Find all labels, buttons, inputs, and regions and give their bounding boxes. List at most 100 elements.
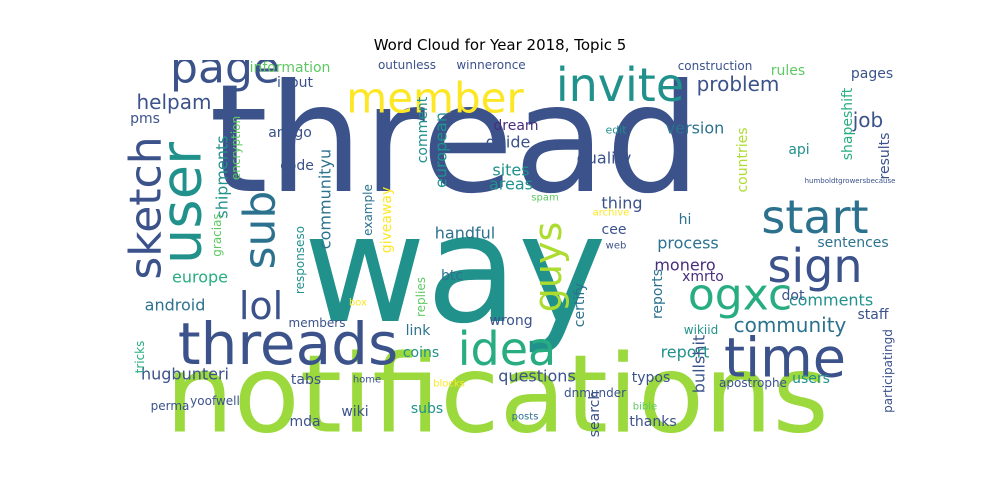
word-thing: thing xyxy=(601,194,642,213)
word-thanks: thanks xyxy=(629,414,676,430)
word-edit: edit xyxy=(605,124,627,137)
word-outunless: outunless xyxy=(378,60,436,72)
word-areas: areas xyxy=(489,175,533,194)
word-amigo: amigo xyxy=(268,125,312,141)
word-report: report xyxy=(661,343,710,362)
word-pms: pms xyxy=(130,111,160,127)
word-lol: lol xyxy=(239,284,283,328)
word-android: android xyxy=(145,296,206,315)
word-quality: quality xyxy=(577,149,632,168)
word-communityu: communityu xyxy=(316,149,335,249)
word-perma: perma xyxy=(151,399,190,413)
word-monero: monero xyxy=(654,256,715,275)
word-pages: pages xyxy=(851,66,893,82)
word-link: link xyxy=(406,323,432,339)
word-staff: staff xyxy=(857,307,888,323)
word-community: community xyxy=(734,313,847,337)
word-yoofwell: yoofwell xyxy=(190,394,240,408)
word-invite: invite xyxy=(556,60,684,112)
word-btc: btc xyxy=(441,268,463,284)
word-version: version xyxy=(666,119,725,138)
word-ogxc: ogxc xyxy=(688,270,792,321)
word-blocks: blocks xyxy=(433,379,465,390)
word-european: european xyxy=(432,112,451,188)
word-questions: questions xyxy=(498,367,575,386)
word-bible: bible xyxy=(633,402,657,413)
word-wrong: wrong xyxy=(489,313,532,329)
word-page: page xyxy=(170,60,280,94)
word-member: member xyxy=(346,74,524,123)
word-responseso: responseso xyxy=(293,226,307,294)
word-shipments: shipments xyxy=(213,135,232,218)
word-sites: sites xyxy=(492,161,529,180)
word-members: members xyxy=(289,316,346,330)
word-information: information xyxy=(250,60,331,76)
word-guide: guide xyxy=(486,133,531,152)
word-mda: mda xyxy=(289,414,320,430)
word-time: time xyxy=(724,327,846,390)
word-way: way xyxy=(303,183,606,357)
word-results: results xyxy=(877,133,893,180)
word-participatingd: participatingd xyxy=(881,329,895,413)
word-example: example xyxy=(361,184,375,236)
word-web: web xyxy=(606,241,627,252)
word-guys: guys xyxy=(526,222,570,313)
word-typos: typos xyxy=(632,370,671,386)
word-job: job xyxy=(852,108,884,132)
word-box: box xyxy=(349,298,367,309)
word-europe: europe xyxy=(172,268,228,287)
word-replies: replies xyxy=(414,277,428,317)
word-sub: sub xyxy=(235,191,286,270)
word-apostrophe: apostrophe xyxy=(719,376,787,390)
word-sign: sign xyxy=(767,239,862,293)
word-countries: countries xyxy=(735,127,751,192)
word-thread: thread xyxy=(209,60,701,227)
word-coins: coins xyxy=(403,345,439,361)
word-hugbunteri: hugbunteri xyxy=(141,365,229,384)
word-user: user xyxy=(150,141,215,264)
word-bullshit: bullshit xyxy=(690,335,709,393)
word-search: search xyxy=(587,391,603,438)
word-archive: archive xyxy=(593,208,630,219)
word-comments: comments xyxy=(789,291,873,310)
word-xmrto: xmrto xyxy=(682,269,724,285)
word-start: start xyxy=(761,190,868,244)
word-idea: idea xyxy=(458,322,556,376)
word-giveaway: giveaway xyxy=(379,187,395,254)
word-cee: cee xyxy=(602,222,627,238)
word-hi: hi xyxy=(679,212,692,228)
word-gracias: gracias xyxy=(210,213,224,256)
word-tabs: tabs xyxy=(291,372,321,388)
word-problem: problem xyxy=(697,72,780,96)
word-code: code xyxy=(280,158,314,174)
word-humboldtgrowersbecause: humboldtgrowersbecause xyxy=(805,177,896,185)
word-users: users xyxy=(792,371,830,387)
word-reports: reports xyxy=(650,269,666,319)
word-certify: certify xyxy=(572,283,588,327)
word-subs: subs xyxy=(411,401,443,417)
page-title: Word Cloud for Year 2018, Topic 5 xyxy=(373,36,627,54)
word-notifications: notifications xyxy=(165,333,829,445)
word-shapeshift: shapeshift xyxy=(840,87,856,160)
word-posts: posts xyxy=(512,412,539,423)
word-helpam: helpam xyxy=(137,90,212,114)
word-wikiid: wikiid xyxy=(684,323,718,337)
word-construction: construction xyxy=(678,60,753,73)
word-winneronce: winneronce xyxy=(456,60,525,72)
word-input: input xyxy=(277,75,314,91)
word-api: api xyxy=(788,142,809,158)
word-dot: dot xyxy=(782,288,805,304)
word-encryption: encryption xyxy=(229,116,243,180)
word-dream: dream xyxy=(493,118,538,134)
word-cloud: thread way notifications user invite member pa… xyxy=(125,60,900,444)
word-threads: threads xyxy=(178,310,398,378)
word-handful: handful xyxy=(435,224,495,243)
word-sentences: sentences xyxy=(817,235,888,251)
word-sketch: sketch xyxy=(125,136,172,279)
word-home: home xyxy=(353,375,381,386)
word-tricks: tricks xyxy=(133,341,147,374)
word-wiki: wiki xyxy=(341,404,368,420)
word-rules: rules xyxy=(771,63,805,79)
word-spam: spam xyxy=(531,193,558,204)
word-comment: comment xyxy=(415,96,431,163)
